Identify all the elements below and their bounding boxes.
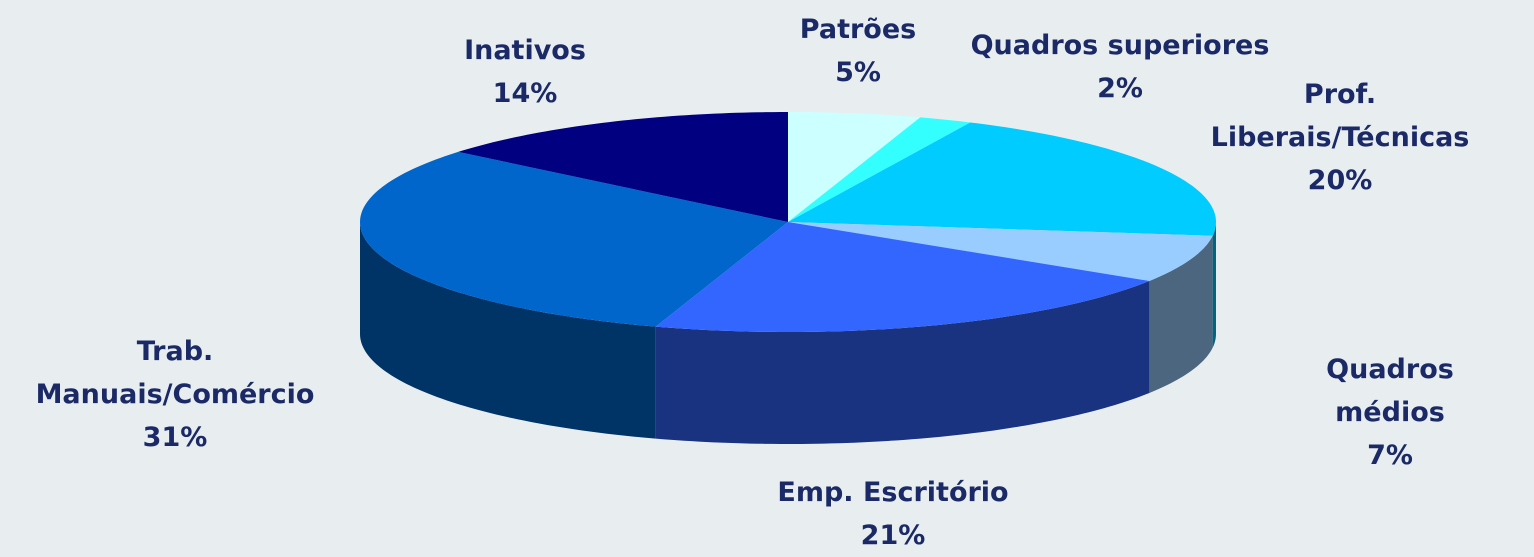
slice — [788, 222, 1213, 281]
category-name: Inativos — [464, 35, 586, 66]
slice-side — [1212, 222, 1216, 348]
slice-side — [360, 222, 656, 439]
value-label: 7% — [1367, 440, 1413, 471]
slice-label: Patrões 5% — [800, 8, 916, 94]
slice — [458, 112, 788, 222]
slice-side — [1149, 235, 1213, 393]
slice-label: Quadros médios 7% — [1318, 348, 1462, 477]
value-label: 2% — [1097, 73, 1143, 104]
category-name: Quadros superiores — [970, 30, 1270, 61]
category-name: Patrões — [799, 14, 917, 45]
category-name: Emp. Escritório — [777, 477, 1009, 508]
category-name: Quadros médios — [1326, 354, 1454, 428]
slice — [788, 122, 1216, 236]
value-label: 31% — [142, 422, 208, 453]
slice — [655, 222, 1150, 332]
slice — [788, 112, 921, 222]
slice-label: Emp. Escritório 21% — [777, 471, 1008, 557]
slice-label: Prof. Liberais/Técnicas 20% — [1211, 73, 1470, 202]
slice — [788, 117, 971, 222]
slice — [360, 151, 788, 327]
value-label: 14% — [492, 78, 558, 109]
value-label: 5% — [835, 57, 881, 88]
slice-label: Quadros superiores 2% — [971, 24, 1270, 110]
slice-label: Trab. Manuais/Comércio 31% — [36, 330, 315, 459]
slice-side — [655, 280, 1150, 444]
value-label: 20% — [1307, 165, 1373, 196]
slice-label: Inativos 14% — [464, 29, 586, 115]
value-label: 21% — [860, 520, 926, 551]
category-name: Trab. Manuais/Comércio — [35, 336, 315, 410]
category-name: Prof. Liberais/Técnicas — [1210, 79, 1470, 153]
